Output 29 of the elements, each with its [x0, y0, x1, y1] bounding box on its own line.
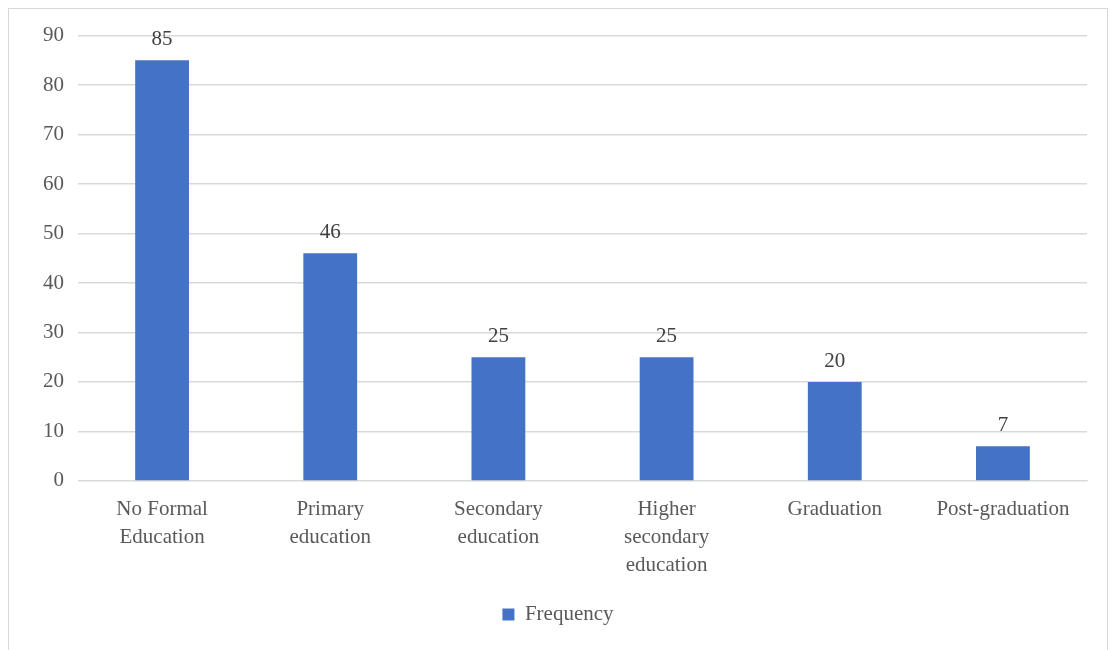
bar [976, 446, 1030, 481]
y-tick-label: 70 [43, 121, 64, 146]
legend-label: Frequency [524, 601, 615, 626]
bar [639, 357, 694, 481]
data-label: 46 [319, 219, 341, 244]
x-tick-label: Post-graduation [936, 495, 1070, 520]
y-tick-label: 90 [43, 22, 64, 47]
x-tick-label: No Formal Education [116, 495, 209, 548]
x-tick-label: Primary education [289, 495, 372, 548]
bar [471, 357, 526, 481]
data-label: 20 [824, 348, 846, 372]
y-tick-label: 80 [43, 71, 64, 96]
bar [807, 381, 862, 481]
y-tick-label: 40 [43, 269, 64, 294]
y-tick-label: 50 [43, 220, 64, 245]
bar [303, 253, 358, 481]
x-tick-label: Higher secondary education [624, 495, 710, 577]
data-label: 85 [151, 26, 173, 51]
bar [135, 60, 189, 481]
data-label: 7 [997, 412, 1009, 437]
x-tick-label: Graduation [787, 495, 883, 520]
y-tick-label: 10 [43, 417, 64, 442]
data-label: 25 [487, 323, 509, 348]
y-tick-label: 0 [53, 467, 64, 492]
y-tick-label: 20 [43, 368, 64, 393]
data-label: 25 [656, 323, 678, 348]
y-tick-label: 30 [43, 319, 64, 344]
x-tick-label: Secondary education [454, 495, 544, 548]
y-tick-label: 60 [43, 170, 64, 195]
